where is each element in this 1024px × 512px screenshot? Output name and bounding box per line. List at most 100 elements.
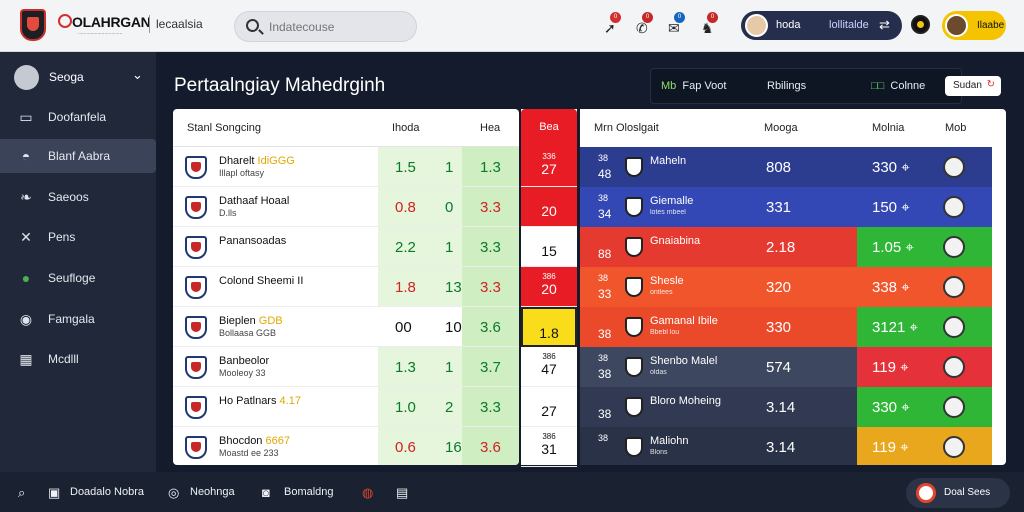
table-row[interactable]: 38 Maliohn Blons 3.14 119 ⌖	[580, 427, 992, 465]
sidebar-item-pens[interactable]: ✕ Pens	[0, 220, 156, 254]
history-icon[interactable]: ◙	[262, 485, 270, 500]
team-badge-icon[interactable]	[943, 196, 965, 218]
sidebar-item-blanf-aabra[interactable]: ◓ Blanf Aabra	[0, 139, 156, 173]
column-header[interactable]: Hea	[480, 122, 501, 134]
table-row[interactable]: Banbeolor Mooleoy 33 1.3 1 3.7	[173, 347, 519, 387]
filter-tab-ratings[interactable]: Rbilings	[767, 80, 807, 92]
search-box[interactable]	[234, 11, 417, 42]
phone-icon[interactable]: ✆ 0	[634, 12, 656, 36]
score-cell[interactable]	[857, 307, 992, 347]
table-row[interactable]: 38 34 Giemalle lotes mbeel 331 150 ⌖	[580, 187, 992, 227]
team-badge-icon[interactable]	[943, 156, 965, 178]
team-badge-icon[interactable]	[943, 396, 965, 418]
odds-cell[interactable]	[378, 387, 462, 426]
bell-icon[interactable]: ➚ 0	[602, 12, 624, 36]
team-badge-icon[interactable]	[943, 316, 965, 338]
filter-tab-columns[interactable]: □□ Colnne	[871, 80, 926, 92]
user-menu[interactable]: hoda lollitalde ⇄	[741, 11, 902, 40]
score-cell[interactable]	[857, 187, 992, 227]
message-icon[interactable]: ✉ 0	[666, 12, 688, 36]
search-icon[interactable]: ⌕	[18, 485, 26, 500]
team-badge-icon[interactable]	[943, 236, 965, 258]
document-icon[interactable]: ▣	[48, 485, 61, 500]
column-header[interactable]: Molnia	[872, 122, 905, 134]
cart-icon[interactable]: ♞ 0	[699, 12, 721, 36]
table-row[interactable]: Bhocdon 6667 Moastd ee 233 0.6 16 3.6	[173, 427, 519, 465]
table-row[interactable]: Ho Patlnars 4.17 1.0 2 3.3	[173, 387, 519, 427]
table-row[interactable]: Colond Sheemi II 1.8 13 3.3	[173, 267, 519, 307]
table-row[interactable]: Panansoadas 2.2 1 3.3	[173, 227, 519, 267]
bottom-link[interactable]: Neohnga	[190, 486, 235, 498]
odds-cell[interactable]	[462, 387, 519, 426]
monitor-icon: ▭	[19, 109, 33, 125]
odds-cell[interactable]	[462, 307, 519, 346]
odds-cell[interactable]	[462, 227, 519, 266]
team-badge-icon[interactable]	[943, 356, 965, 378]
sidebar-item-saeoos[interactable]: ❧ Saeoos	[0, 180, 156, 214]
table-row[interactable]: 38 Bloro Moheing 3.14 330 ⌖	[580, 387, 992, 427]
score-cell[interactable]	[857, 387, 992, 427]
coin-icon[interactable]	[911, 15, 930, 34]
breadcrumb[interactable]: lecaalsia	[156, 17, 203, 31]
team-badge-icon[interactable]	[943, 436, 965, 458]
notification-icon[interactable]: ◍	[362, 485, 374, 500]
column-header[interactable]: Mob	[945, 122, 967, 134]
ticket-icon[interactable]: ▤	[396, 485, 409, 500]
score-cell[interactable]	[857, 147, 992, 187]
table-row[interactable]: 38 48 Maheln 808 330 ⌖	[580, 147, 992, 187]
odds-cell[interactable]	[378, 347, 462, 386]
bet-cell[interactable]: 336 27	[521, 147, 577, 187]
bet-cell[interactable]: 386 20	[521, 267, 577, 307]
table-row[interactable]: 38 33 Shesle ontlees 320 338 ⌖	[580, 267, 992, 307]
column-header[interactable]: Bea	[521, 109, 577, 147]
odds-cell[interactable]	[378, 187, 462, 226]
bet-cell[interactable]: 15	[521, 227, 577, 267]
table-row[interactable]: 38 38 Shenbo Malel oldas 574 119 ⌖	[580, 347, 992, 387]
bet-cell[interactable]: 27	[521, 387, 577, 427]
sidebar-profile[interactable]: Seoga ⌄	[14, 65, 143, 90]
odds-cell[interactable]	[462, 187, 519, 226]
bet-cell[interactable]: 386 31	[521, 427, 577, 467]
column-header[interactable]: Ihoda	[392, 122, 420, 134]
bet-cell[interactable]: 20	[521, 187, 577, 227]
filter-tab-top[interactable]: Mb Fap Voot	[661, 80, 727, 92]
odds-cell[interactable]	[462, 147, 519, 186]
settings-icon[interactable]: ◎	[168, 485, 180, 500]
odds-cell[interactable]	[462, 347, 519, 386]
bet-cell[interactable]: 386 47	[521, 347, 577, 387]
odds-cell[interactable]	[378, 147, 462, 186]
column-header[interactable]: Mooga	[764, 122, 798, 134]
odds-cell[interactable]	[462, 267, 519, 306]
odds-cell[interactable]	[378, 227, 462, 266]
score-cell[interactable]	[857, 267, 992, 307]
odds-cell[interactable]	[462, 427, 519, 465]
score-cell[interactable]	[857, 227, 992, 267]
score-cell[interactable]	[857, 347, 992, 387]
sidebar-item-doofanfela[interactable]: ▭ Doofanfela	[19, 109, 107, 125]
team-badge-icon[interactable]	[943, 276, 965, 298]
wallet-button[interactable]: Ilaabe	[942, 11, 1006, 40]
sidebar-item-seufloge[interactable]: ● Seufloge	[0, 261, 156, 295]
table-row[interactable]: Bieplen GDB Bollaasa GGB 00 10 3.6	[173, 307, 519, 347]
brand-name[interactable]: OLAHRGAN	[72, 14, 151, 30]
bottom-link[interactable]: Doadalo Nobra	[70, 486, 144, 498]
table-row[interactable]: 88 Gnaiabina 2.18 1.05 ⌖	[580, 227, 992, 267]
table-row[interactable]: 38 Gamanal Ibile Bbebl lou 330 3121 ⌖	[580, 307, 992, 347]
sidebar-item-mcdlll[interactable]: ▦ Mcdlll	[19, 351, 79, 367]
bottom-link[interactable]: Bomaldng	[284, 486, 334, 498]
score-cell[interactable]	[857, 427, 992, 465]
table-row[interactable]: Dathaaf Hoaal D.lls 0.8 0 3.3	[173, 187, 519, 227]
column-header[interactable]: Stanl Songcing	[187, 122, 261, 134]
sidebar-item-famgala[interactable]: ◉ Famgala	[19, 311, 95, 327]
odds-cell[interactable]	[378, 267, 462, 306]
bet-cell[interactable]: 1.8	[521, 307, 577, 347]
club-logo-icon[interactable]	[20, 9, 46, 41]
table-row[interactable]: Dharelt IdiGGG Illapl oftasy 1.5 1 1.3	[173, 147, 519, 187]
search-input[interactable]	[269, 18, 409, 36]
chevron-down-icon[interactable]: ⌄	[132, 67, 143, 82]
odds-cell[interactable]	[378, 307, 462, 346]
filter-dropdown[interactable]: Sudan ↻	[945, 76, 1001, 96]
column-header[interactable]: Mrn Oloslgait	[594, 122, 659, 134]
odds-cell[interactable]	[378, 427, 462, 465]
chat-button[interactable]: Doal Sees	[906, 478, 1010, 508]
